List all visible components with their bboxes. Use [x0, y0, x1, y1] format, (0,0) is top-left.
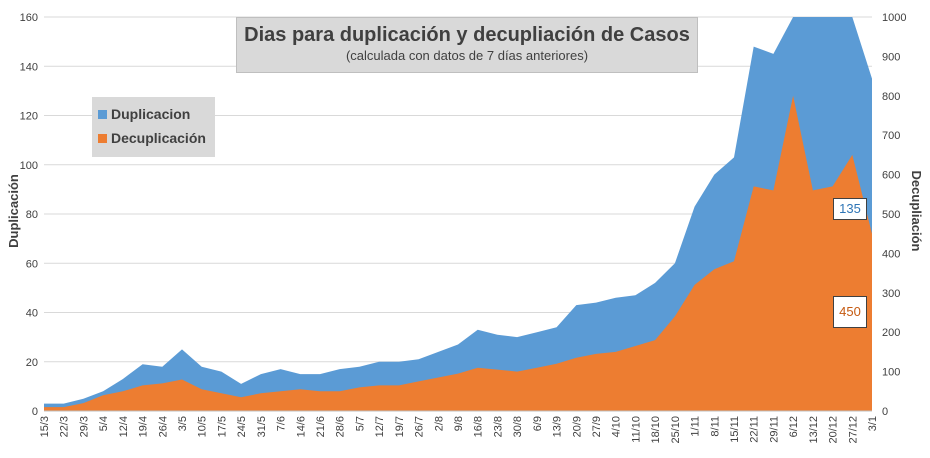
y-tick-label-left-140: 140: [20, 61, 38, 73]
x-tick-label-18-10: 18/10: [650, 416, 662, 444]
x-tick-label-22-11: 22/11: [749, 416, 761, 443]
x-tick-label-2-8: 2/8: [433, 416, 445, 431]
x-tick-label-15-11: 15/11: [729, 416, 741, 443]
x-tick-label-7-6: 7/6: [276, 416, 288, 431]
chart-title-box: Dias para duplicación y decupliación de …: [236, 17, 698, 73]
y-tick-label-right-1000: 1000: [882, 12, 906, 24]
x-tick-label-23-8: 23/8: [492, 416, 504, 437]
legend-item-decuplicacion: Decuplicación: [98, 126, 215, 150]
x-tick-label-9-8: 9/8: [453, 416, 465, 431]
y-tick-label-right-700: 700: [882, 130, 900, 142]
x-tick-label-12-7: 12/7: [374, 416, 386, 437]
x-tick-label-20-12: 20/12: [828, 416, 840, 444]
x-tick-label-6-12: 6/12: [788, 416, 800, 437]
x-tick-label-26-7: 26/7: [414, 416, 426, 437]
x-tick-label-16-8: 16/8: [473, 416, 485, 437]
x-tick-label-5-7: 5/7: [354, 416, 366, 431]
x-tick-label-28-6: 28/6: [335, 416, 347, 437]
x-tick-label-17-5: 17/5: [216, 416, 228, 437]
legend-label-duplicacion: Duplicacion: [111, 106, 191, 122]
y-tick-label-right-500: 500: [882, 209, 900, 221]
x-tick-label-19-7: 19/7: [394, 416, 406, 437]
y-axis-title-right: Decupliación: [909, 171, 924, 252]
y-tick-label-left-20: 20: [26, 357, 38, 369]
x-tick-label-14-6: 14/6: [295, 416, 307, 437]
x-tick-label-29-3: 29/3: [78, 416, 90, 437]
series-area-duplicacion: [44, 17, 872, 411]
x-tick-label-3-1: 3/1: [867, 416, 879, 431]
y-tick-label-left-120: 120: [20, 111, 38, 123]
x-tick-label-30-8: 30/8: [512, 416, 524, 437]
y-tick-label-right-400: 400: [882, 248, 900, 260]
legend-item-duplicacion: Duplicacion: [98, 102, 215, 126]
legend-swatch-duplicacion: [98, 109, 107, 119]
y-tick-label-right-100: 100: [882, 367, 900, 379]
y-tick-label-left-0: 0: [32, 406, 38, 418]
y-tick-label-right-900: 900: [882, 51, 900, 63]
y-axis-title-left: Duplicación: [6, 174, 21, 248]
x-tick-label-13-9: 13/9: [552, 416, 564, 437]
y-tick-label-left-60: 60: [26, 258, 38, 270]
x-tick-label-15-3: 15/3: [39, 416, 51, 437]
y-tick-label-right-800: 800: [882, 91, 900, 103]
y-tick-label-right-600: 600: [882, 170, 900, 182]
y-tick-label-left-80: 80: [26, 209, 38, 221]
chart-subtitle: (calculada con datos de 7 días anteriore…: [345, 48, 589, 63]
y-tick-label-left-100: 100: [20, 160, 38, 172]
annotation-duplicacion-last: 135: [833, 198, 867, 220]
x-tick-label-5-4: 5/4: [98, 416, 110, 431]
x-tick-label-21-6: 21/6: [315, 416, 327, 437]
y-tick-label-left-40: 40: [26, 308, 38, 320]
series-area-decuplicacion: [44, 95, 872, 412]
chart-title: Dias para duplicación y decupliación de …: [244, 24, 690, 46]
x-tick-label-25-10: 25/10: [670, 416, 682, 444]
x-tick-label-6-9: 6/9: [532, 416, 544, 431]
x-tick-label-11-10: 11/10: [630, 416, 642, 443]
x-tick-label-13-12: 13/12: [808, 416, 820, 444]
y-tick-label-right-300: 300: [882, 288, 900, 300]
x-tick-label-27-9: 27/9: [591, 416, 603, 437]
y-tick-label-right-200: 200: [882, 327, 900, 339]
x-tick-label-26-4: 26/4: [157, 416, 169, 437]
plot-areas: [44, 17, 872, 412]
x-tick-label-8-11: 8/11: [709, 416, 721, 437]
x-tick-label-12-4: 12/4: [118, 416, 130, 437]
y-tick-label-right-0: 0: [882, 406, 888, 418]
x-tick-label-31-5: 31/5: [256, 416, 268, 437]
x-tick-label-22-3: 22/3: [59, 416, 71, 437]
x-tick-label-3-5: 3/5: [177, 416, 189, 431]
x-tick-label-19-4: 19/4: [138, 416, 150, 437]
x-tick-label-1-11: 1/11: [690, 416, 702, 437]
legend-label-decuplicacion: Decuplicación: [111, 130, 206, 146]
legend-swatch-decuplicacion: [98, 133, 107, 143]
annotation-decuplicacion-last: 450: [833, 296, 867, 328]
x-tick-label-10-5: 10/5: [197, 416, 209, 437]
x-tick-label-27-12: 27/12: [847, 416, 859, 444]
x-tick-label-20-9: 20/9: [571, 416, 583, 437]
x-tick-label-4-10: 4/10: [611, 416, 623, 437]
y-tick-label-left-160: 160: [20, 12, 38, 24]
chart-legend: Duplicacion Decuplicación: [92, 97, 215, 157]
axes: 0 20 40 60 80 100 120 140 160 0 100 200 300 400 500 600…: [20, 12, 907, 444]
x-tick-label-24-5: 24/5: [236, 416, 248, 437]
x-tick-label-29-11: 29/11: [768, 416, 780, 443]
